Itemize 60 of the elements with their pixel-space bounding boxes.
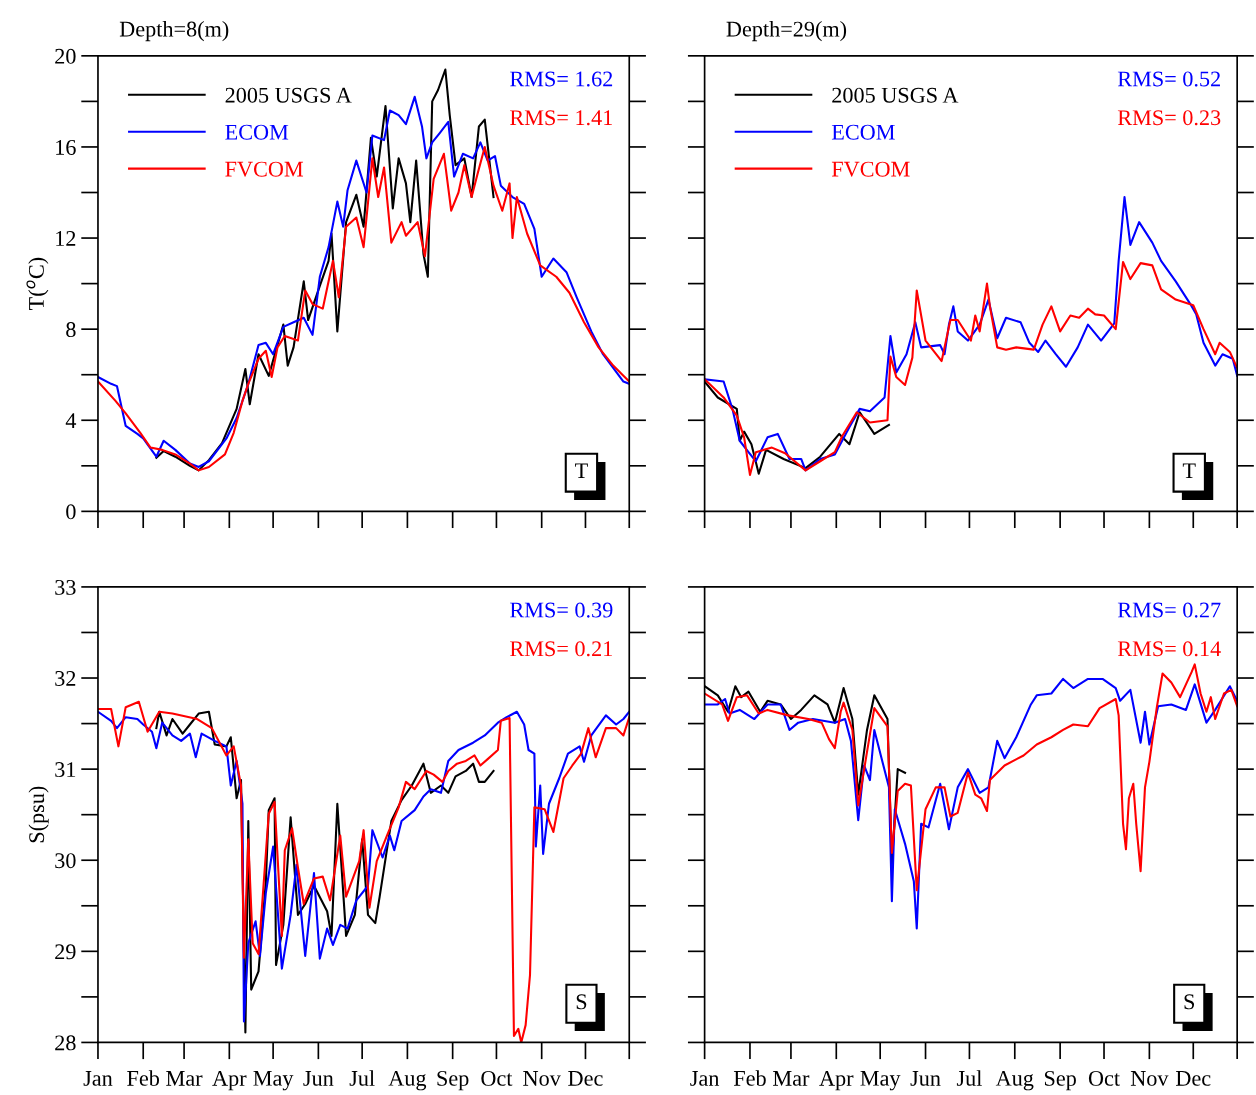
x-tick-label: Mar — [773, 1071, 810, 1086]
annotation: RMS= 0.52 — [1117, 71, 1220, 87]
legend-label: ECOM — [225, 124, 289, 140]
y-axis-title: S(psu) — [28, 786, 49, 843]
annotation: RMS= 0.23 — [1117, 110, 1221, 126]
x-tick-label: Jul — [349, 1070, 375, 1086]
annotation: S — [576, 994, 587, 1010]
x-tick-label: Oct — [1088, 1070, 1120, 1086]
legend-label: FVCOM — [831, 161, 910, 177]
y-tick-label: 20 — [55, 48, 76, 64]
x-tick-label: Sep — [1044, 1070, 1076, 1091]
legend-label: ECOM — [831, 124, 895, 140]
x-tick-label: Feb — [127, 1070, 160, 1086]
annotation: T — [575, 463, 588, 478]
annotation: RMS= 1.62 — [510, 71, 613, 87]
y-tick-label: 31 — [55, 762, 76, 778]
y-tick-label: 32 — [55, 671, 76, 686]
y-tick-label: 28 — [55, 1035, 76, 1051]
y-axis-title: T($^{o}$C) — [26, 257, 49, 310]
x-tick-label: Feb — [733, 1070, 766, 1086]
annotation: RMS= 1.41 — [510, 110, 612, 126]
x-tick-label: Aug — [995, 1070, 1034, 1091]
line-series — [155, 68, 495, 472]
x-tick-label: Nov — [523, 1071, 561, 1086]
y-tick-label: 12 — [56, 231, 76, 246]
legend-label: 2005 USGS A — [832, 87, 959, 103]
x-tick-label: May — [253, 1071, 294, 1091]
y-tick-label: 33 — [55, 579, 76, 595]
legend-label: FVCOM — [225, 161, 304, 177]
x-tick-label: May — [860, 1071, 901, 1091]
y-tick-label: 8 — [66, 322, 76, 338]
y-tick-label: 29 — [55, 944, 76, 960]
annotation: T — [1182, 463, 1196, 478]
x-tick-label: Mar — [166, 1071, 203, 1086]
y-tick-label: 4 — [65, 413, 77, 428]
y-tick-label: 16 — [56, 139, 76, 155]
x-tick-label: Apr — [819, 1070, 854, 1091]
annotation: RMS= 0.21 — [510, 641, 612, 657]
annotation: RMS= 0.39 — [510, 602, 613, 618]
x-tick-label: Oct — [481, 1070, 513, 1086]
chart-title: Depth=29(m) — [726, 20, 847, 42]
x-tick-label: Aug — [388, 1070, 427, 1091]
chart-title: Depth=8(m) — [119, 20, 229, 42]
x-tick-label: Nov — [1130, 1071, 1169, 1086]
x-tick-label: Apr — [212, 1070, 247, 1091]
line-series — [155, 710, 495, 1034]
x-tick-label: Jul — [956, 1070, 982, 1086]
x-tick-label: Dec — [1176, 1071, 1211, 1086]
legend-label: 2005 USGS A — [225, 87, 352, 103]
x-tick-label: Jun — [910, 1071, 941, 1086]
annotation: S — [1184, 994, 1195, 1010]
x-tick-label: Jan — [83, 1071, 113, 1086]
x-tick-label: Jan — [690, 1071, 720, 1086]
x-tick-label: Jun — [303, 1071, 334, 1086]
annotation: RMS= 0.14 — [1117, 641, 1221, 657]
y-tick-label: 0 — [66, 504, 76, 520]
y-tick-label: 30 — [55, 853, 76, 869]
x-tick-label: Dec — [568, 1071, 603, 1086]
x-tick-label: Sep — [437, 1070, 469, 1091]
annotation: RMS= 0.27 — [1117, 602, 1221, 618]
